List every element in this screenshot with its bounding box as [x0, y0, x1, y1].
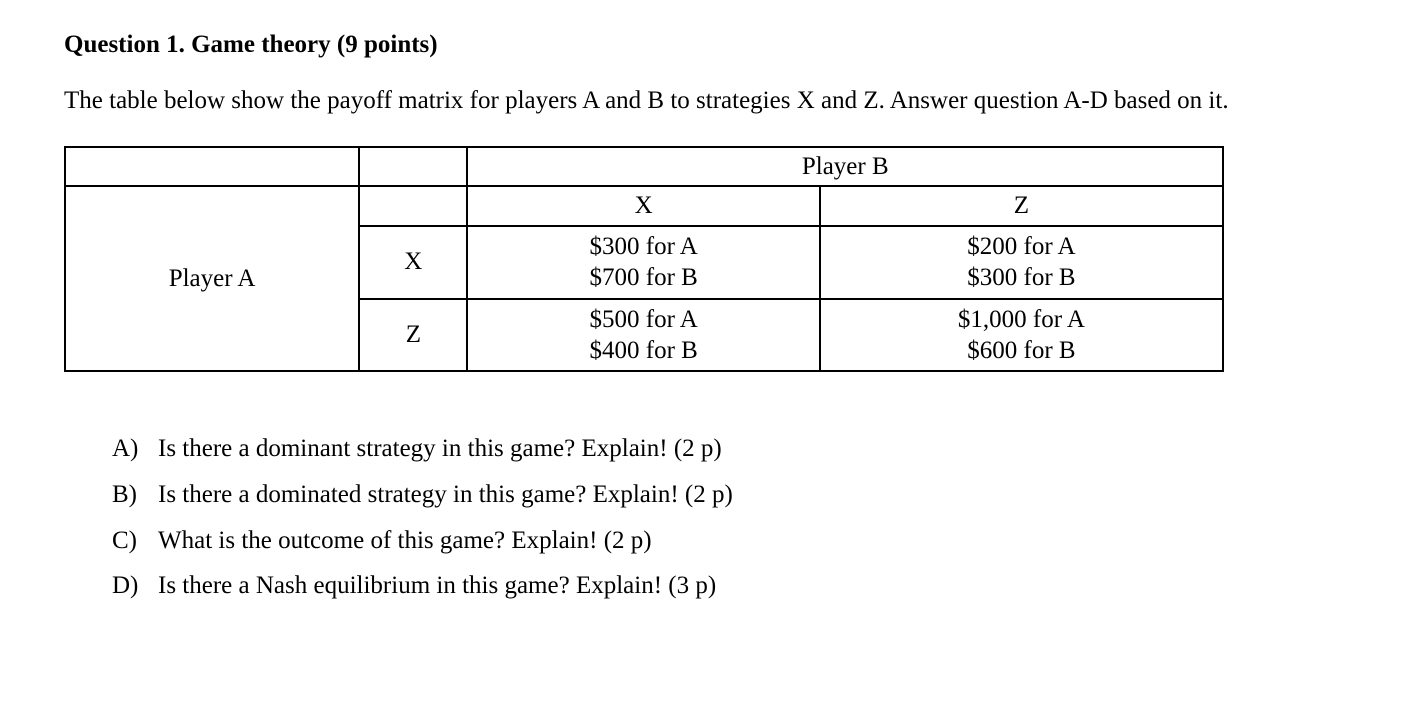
table-empty-corner: [65, 147, 359, 187]
col-header-x: X: [467, 186, 819, 226]
question-a-text: Is there a dominant strategy in this gam…: [158, 432, 1342, 466]
question-d-text: Is there a Nash equilibrium in this game…: [158, 569, 1342, 603]
payoff-b: $700 for B: [478, 262, 808, 293]
page-content: Question 1. Game theory (9 points) The t…: [0, 0, 1406, 702]
payoff-a: $1,000 for A: [831, 304, 1212, 335]
payoff-cell-zz: $1,000 for A $600 for B: [820, 299, 1223, 372]
marker-a: A): [112, 432, 158, 466]
list-item: C) What is the outcome of this game? Exp…: [112, 524, 1342, 558]
list-item: A) Is there a dominant strategy in this …: [112, 432, 1342, 466]
list-item: D) Is there a Nash equilibrium in this g…: [112, 569, 1342, 603]
payoff-b: $600 for B: [831, 335, 1212, 366]
payoff-cell-xz: $200 for A $300 for B: [820, 226, 1223, 299]
payoff-b: $400 for B: [478, 335, 808, 366]
marker-b: B): [112, 478, 158, 512]
table-empty-header: [359, 147, 467, 187]
question-c-text: What is the outcome of this game? Explai…: [158, 524, 1342, 558]
payoff-a: $200 for A: [831, 231, 1212, 262]
row-header-z: Z: [359, 299, 467, 372]
col-header-z: Z: [820, 186, 1223, 226]
payoff-a: $500 for A: [478, 304, 808, 335]
payoff-cell-zx: $500 for A $400 for B: [467, 299, 819, 372]
subquestion-list: A) Is there a dominant strategy in this …: [112, 432, 1342, 603]
question-title: Question 1. Game theory (9 points): [64, 28, 1342, 62]
marker-c: C): [112, 524, 158, 558]
player-b-header: Player B: [467, 147, 1223, 187]
row-header-x: X: [359, 226, 467, 299]
payoff-b: $300 for B: [831, 262, 1212, 293]
marker-d: D): [112, 569, 158, 603]
question-intro: The table below show the payoff matrix f…: [64, 84, 1342, 118]
payoff-cell-xx: $300 for A $700 for B: [467, 226, 819, 299]
list-item: B) Is there a dominated strategy in this…: [112, 478, 1342, 512]
payoff-a: $300 for A: [478, 231, 808, 262]
question-b-text: Is there a dominated strategy in this ga…: [158, 478, 1342, 512]
player-a-header: Player A: [65, 186, 359, 371]
table-empty-cell: [359, 186, 467, 226]
payoff-matrix-table: Player B Player A X Z X $300 for A $700 …: [64, 146, 1224, 373]
